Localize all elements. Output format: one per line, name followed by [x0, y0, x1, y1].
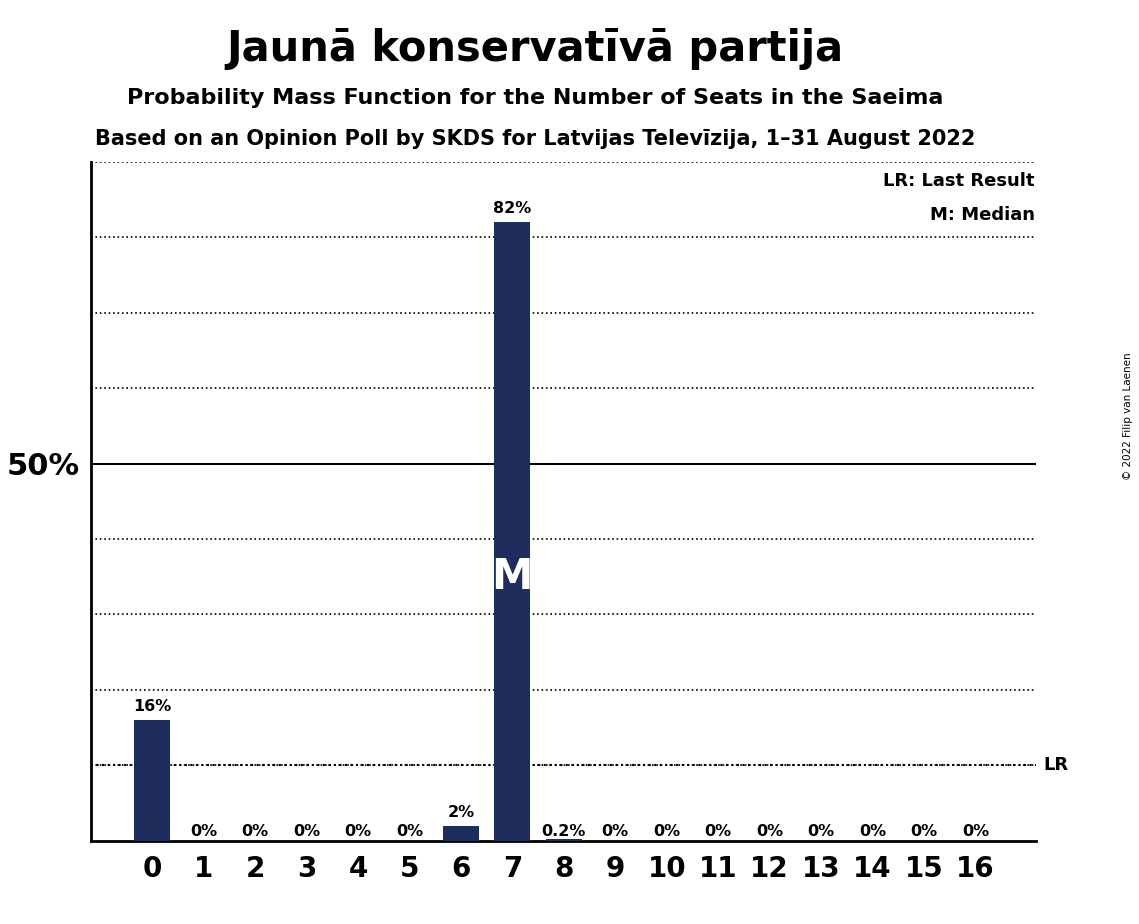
- Text: 0%: 0%: [293, 823, 320, 839]
- Text: 0%: 0%: [190, 823, 218, 839]
- Text: 0%: 0%: [653, 823, 680, 839]
- Text: M: M: [492, 555, 533, 598]
- Text: 0%: 0%: [396, 823, 423, 839]
- Text: 0.2%: 0.2%: [542, 823, 585, 839]
- Text: 0%: 0%: [859, 823, 886, 839]
- Text: Based on an Opinion Poll by SKDS for Latvijas Televīzija, 1–31 August 2022: Based on an Opinion Poll by SKDS for Lat…: [96, 129, 975, 150]
- Text: 0%: 0%: [601, 823, 629, 839]
- Text: Probability Mass Function for the Number of Seats in the Saeima: Probability Mass Function for the Number…: [128, 88, 943, 108]
- Bar: [546, 839, 582, 841]
- Text: 0%: 0%: [705, 823, 731, 839]
- Text: 0%: 0%: [962, 823, 989, 839]
- Text: 82%: 82%: [493, 201, 532, 216]
- Text: M: Median: M: Median: [929, 206, 1034, 224]
- Text: LR: Last Result: LR: Last Result: [883, 172, 1034, 190]
- Text: 0%: 0%: [241, 823, 269, 839]
- Text: Jaunā konservatīvā partija: Jaunā konservatīvā partija: [227, 28, 844, 69]
- Bar: [134, 720, 170, 841]
- Text: 2%: 2%: [448, 805, 475, 820]
- Text: 0%: 0%: [756, 823, 784, 839]
- Text: 0%: 0%: [910, 823, 937, 839]
- Bar: [494, 222, 531, 841]
- Text: 16%: 16%: [133, 699, 171, 714]
- Text: 0%: 0%: [344, 823, 371, 839]
- Text: 0%: 0%: [808, 823, 835, 839]
- Bar: [443, 826, 478, 841]
- Text: LR: LR: [1043, 757, 1068, 774]
- Text: © 2022 Filip van Laenen: © 2022 Filip van Laenen: [1123, 352, 1133, 480]
